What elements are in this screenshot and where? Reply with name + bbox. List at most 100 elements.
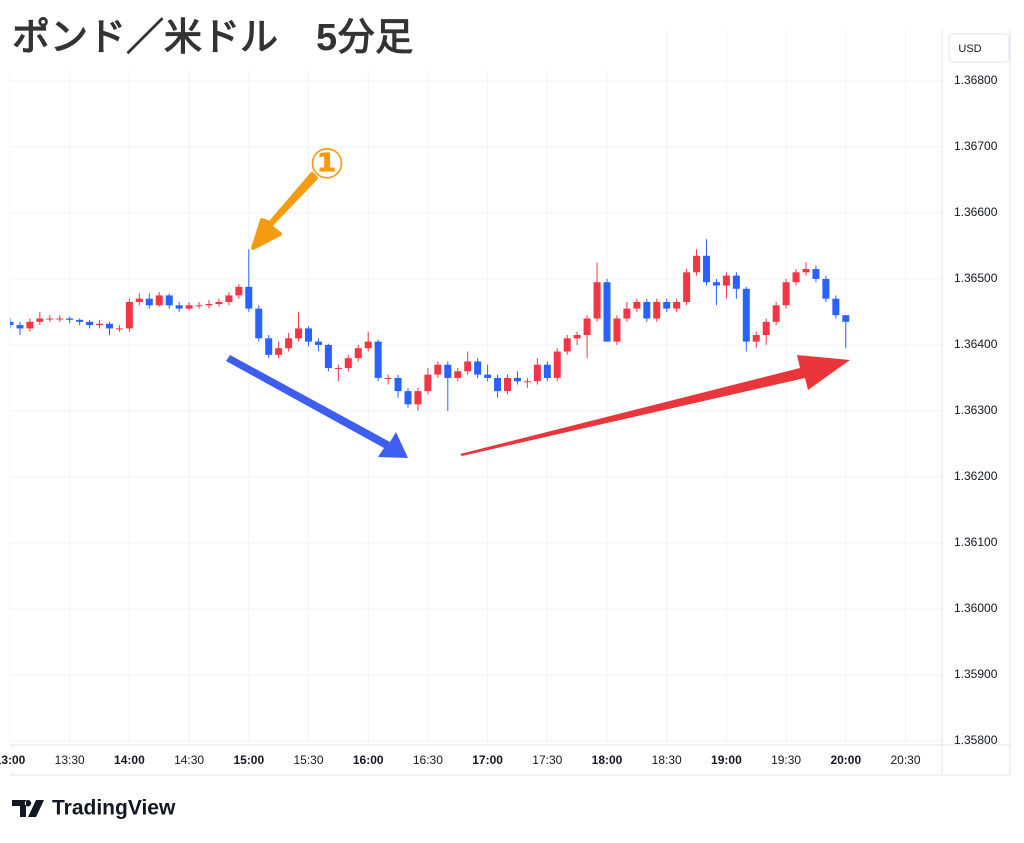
x-tick-label: 17:30 (532, 753, 562, 767)
candle-body (583, 318, 591, 336)
y-tick-label: 1.36000 (954, 601, 998, 615)
candle-body (56, 318, 64, 320)
candle-body (643, 302, 651, 319)
x-tick-label: 15:00 (233, 753, 264, 767)
y-tick-label: 1.36200 (954, 469, 998, 483)
candle-body (205, 303, 213, 306)
x-tick-label: 15:30 (293, 753, 323, 767)
chart-title: ポンド／米ドル 5分足 (12, 17, 413, 59)
y-tick-label: 1.36500 (954, 271, 998, 285)
candle-body (334, 368, 342, 370)
x-tick-label: 14:00 (114, 753, 145, 767)
y-tick-label: 1.36300 (954, 403, 998, 417)
candle-body (185, 305, 193, 309)
candle-body (106, 323, 113, 329)
candle-body (46, 318, 54, 320)
candle-body (76, 319, 84, 322)
candle-body (703, 255, 710, 283)
candle-body (693, 255, 701, 273)
candle-body (563, 338, 571, 352)
candles (10, 239, 850, 411)
candle-body (344, 358, 352, 369)
candle-body (623, 308, 631, 319)
y-tick-label: 1.36600 (954, 205, 998, 219)
candle-body (712, 282, 720, 286)
candle-body (255, 308, 263, 339)
candle-body (225, 295, 233, 303)
candle-body (324, 344, 332, 369)
currency-label: USD (958, 43, 981, 55)
title-background (0, 0, 620, 70)
candle-body (384, 377, 392, 379)
x-axis: 13:00 13:30 14:00 14:30 15:00 15:30 16:00 16:30… (0, 753, 921, 767)
brand-text: TradingView (52, 797, 176, 820)
candle-body (275, 348, 283, 355)
candle-body (454, 371, 462, 378)
candle-body (762, 321, 770, 336)
x-tick-label: 19:00 (711, 753, 742, 767)
candle-body (523, 381, 531, 383)
candle-body (613, 318, 621, 342)
candle-body (742, 288, 750, 342)
candle-body (513, 377, 521, 382)
candle-body (86, 321, 94, 326)
candle-body (16, 325, 24, 329)
candle-body (633, 302, 641, 309)
candle-body (305, 328, 312, 342)
candle-body (673, 302, 681, 309)
candle-body (722, 275, 730, 286)
candle-body (533, 364, 541, 382)
candle-body (484, 374, 492, 378)
down-arrow (226, 355, 408, 458)
candle-body (374, 341, 382, 378)
x-tick-label: 18:30 (652, 753, 682, 767)
candle-body (832, 298, 840, 316)
candle-body (573, 335, 581, 339)
candle-body (812, 268, 820, 279)
candle-body (265, 338, 273, 355)
y-tick-label: 1.36400 (954, 337, 998, 351)
candle-body (683, 272, 691, 303)
candle-body (504, 377, 511, 392)
candle-body (434, 364, 442, 375)
candle-body (653, 302, 661, 319)
x-tick-label: 17:00 (472, 753, 503, 767)
annotation-arrow (251, 172, 318, 250)
candle-body (295, 328, 303, 339)
candle-body (36, 318, 44, 322)
candle-body (822, 278, 830, 299)
brand-icon (12, 800, 44, 817)
candle-body (195, 305, 203, 307)
candle-body (10, 321, 14, 326)
annotation: ① (309, 140, 345, 187)
currency-box (948, 33, 1010, 63)
candle-body (752, 335, 760, 342)
candle-body (364, 341, 372, 349)
candle-body (474, 361, 482, 375)
y-axis: 1.36800 1.36700 1.36600 1.36500 1.36400 1.363… (954, 73, 998, 745)
y-tick-label: 1.36700 (954, 139, 998, 153)
x-tick-label: 18:00 (592, 753, 623, 767)
candle-body (245, 286, 253, 309)
x-tick-label: 19:30 (771, 753, 801, 767)
candle-body (732, 275, 740, 289)
candle-body (603, 282, 611, 342)
candle-body (175, 305, 183, 309)
candle-body (772, 305, 780, 322)
x-tick-label: 13:00 (0, 753, 26, 767)
candle-body (464, 361, 472, 372)
candle-body (404, 391, 412, 405)
y-tick-label: 1.36100 (954, 535, 998, 549)
y-tick-label: 1.36800 (954, 73, 998, 87)
candle-body (96, 323, 104, 326)
x-tick-label: 16:00 (353, 753, 384, 767)
candle-body (314, 341, 322, 345)
y-tick-label: 1.35900 (954, 667, 998, 681)
candle-body (155, 295, 163, 306)
x-tick-label: 16:30 (413, 753, 443, 767)
candle-body (414, 391, 422, 405)
candle-body (543, 364, 551, 378)
brand-logo: TradingView (12, 797, 176, 820)
candle-body (494, 377, 502, 392)
